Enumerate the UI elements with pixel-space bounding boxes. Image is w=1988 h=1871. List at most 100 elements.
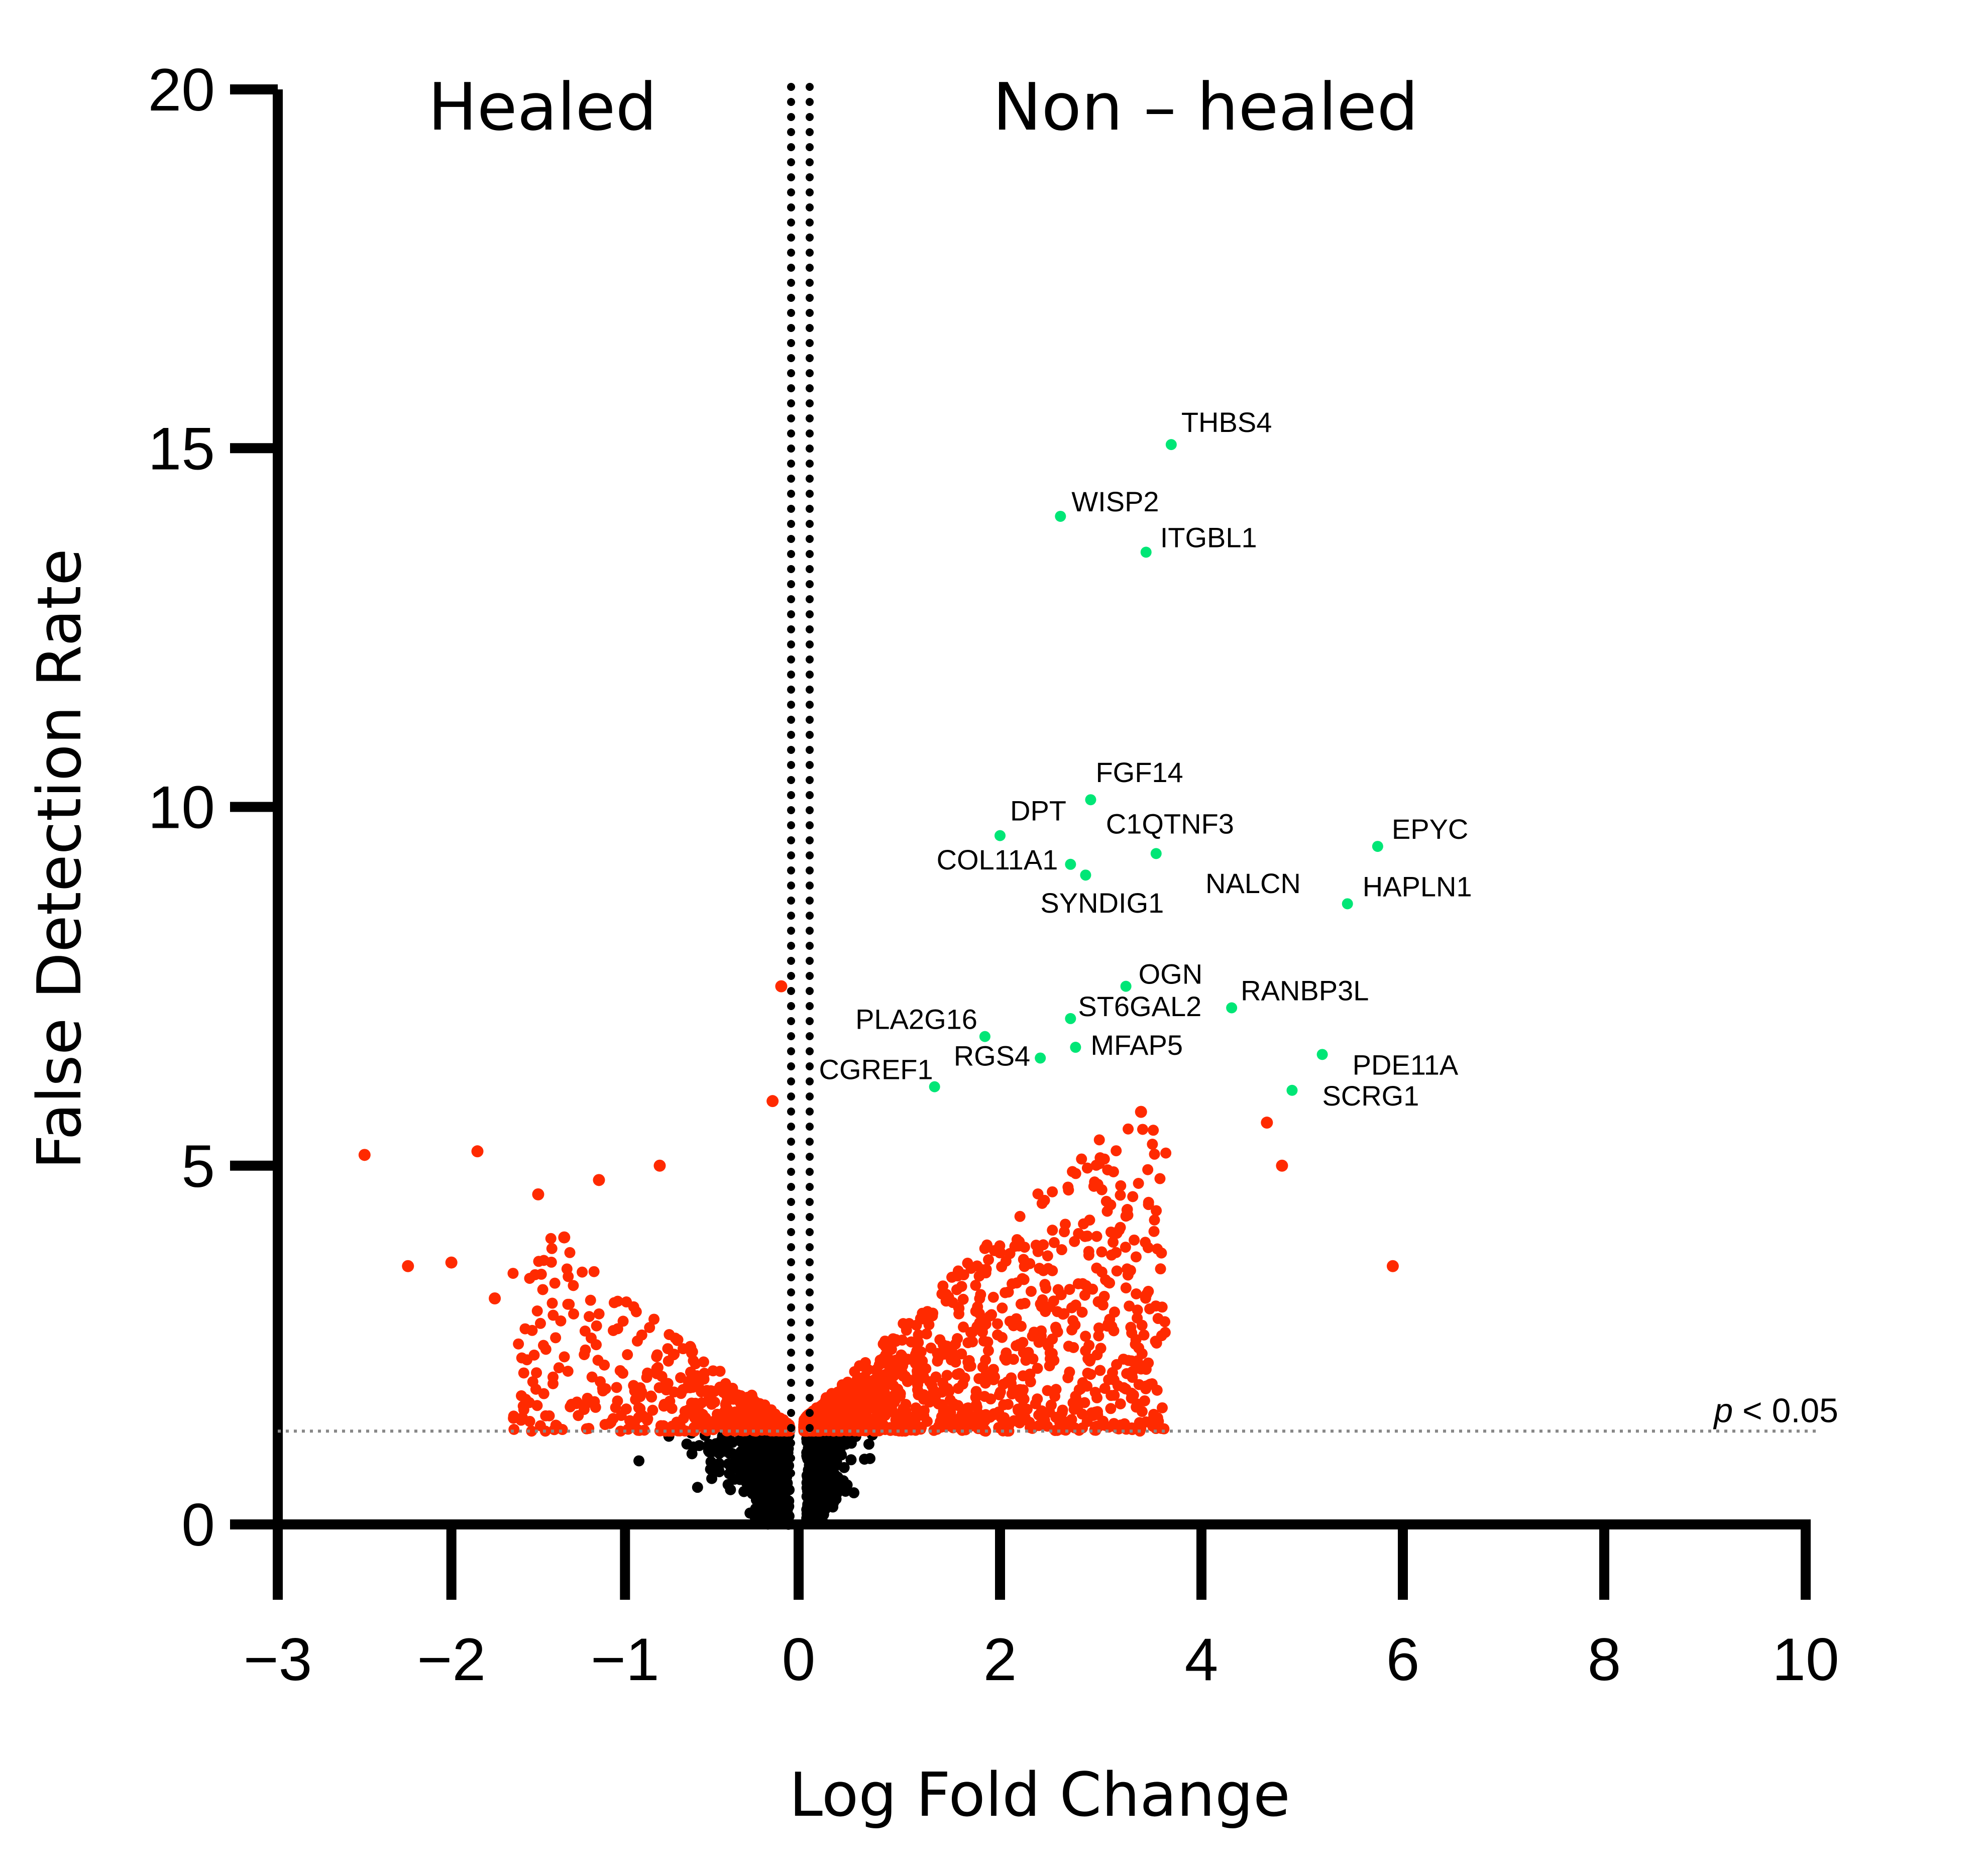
point-significant bbox=[1070, 1299, 1081, 1311]
point-significant bbox=[1108, 1374, 1120, 1386]
point-significant bbox=[656, 1371, 668, 1382]
point-significant bbox=[1050, 1384, 1062, 1395]
point-significant bbox=[1148, 1226, 1160, 1237]
point-significant bbox=[568, 1308, 580, 1319]
point-not-significant bbox=[757, 1457, 768, 1469]
point-significant bbox=[686, 1425, 698, 1437]
point-significant bbox=[1094, 1365, 1106, 1376]
point-significant bbox=[621, 1296, 632, 1308]
point-not-significant bbox=[863, 1439, 874, 1450]
point-significant bbox=[1063, 1184, 1074, 1196]
point-significant bbox=[690, 1358, 701, 1370]
point-not-significant bbox=[692, 1482, 703, 1493]
point-significant bbox=[1154, 1173, 1166, 1184]
point-significant bbox=[834, 1396, 845, 1407]
gene-label-thbs4: THBS4 bbox=[1181, 406, 1272, 438]
point-significant bbox=[943, 1410, 954, 1421]
point-significant bbox=[1115, 1180, 1127, 1191]
point-significant bbox=[1091, 1231, 1102, 1242]
point-significant bbox=[962, 1402, 974, 1414]
point-significant bbox=[951, 1369, 963, 1380]
point-significant bbox=[985, 1393, 997, 1405]
point-significant bbox=[720, 1399, 731, 1410]
point-highlighted-dpt bbox=[995, 830, 1006, 841]
point-significant bbox=[1069, 1422, 1080, 1434]
point-significant bbox=[1095, 1343, 1107, 1354]
point-significant-outlier bbox=[775, 980, 788, 993]
point-significant bbox=[928, 1424, 940, 1436]
point-significant bbox=[1076, 1153, 1087, 1165]
point-significant bbox=[1108, 1237, 1119, 1248]
point-significant bbox=[562, 1298, 574, 1310]
point-significant bbox=[1150, 1300, 1162, 1312]
y-axis-title: False Detection Rate bbox=[25, 548, 95, 1169]
point-significant bbox=[508, 1423, 520, 1435]
point-significant bbox=[1093, 1158, 1105, 1169]
point-significant bbox=[877, 1352, 889, 1364]
point-significant bbox=[1126, 1327, 1138, 1339]
point-not-significant bbox=[706, 1473, 718, 1484]
point-significant bbox=[617, 1367, 629, 1379]
point-significant bbox=[1123, 1123, 1134, 1135]
gene-label-nalcn: NALCN bbox=[1205, 867, 1301, 899]
point-significant bbox=[947, 1422, 959, 1434]
gene-label-hapln1: HAPLN1 bbox=[1363, 870, 1472, 902]
point-significant bbox=[1069, 1236, 1080, 1247]
point-significant-outlier bbox=[1276, 1159, 1288, 1172]
point-significant bbox=[915, 1346, 927, 1358]
point-significant bbox=[1055, 1289, 1067, 1300]
point-significant bbox=[1049, 1424, 1061, 1436]
point-highlighted-col11a1 bbox=[1065, 858, 1076, 870]
point-significant bbox=[1155, 1263, 1166, 1275]
point-significant bbox=[977, 1418, 989, 1429]
point-significant bbox=[877, 1338, 889, 1350]
point-significant-outlier bbox=[558, 1231, 571, 1244]
x-tick-label: 6 bbox=[1386, 1626, 1420, 1693]
point-significant bbox=[519, 1323, 531, 1335]
point-significant bbox=[1011, 1277, 1023, 1289]
point-significant bbox=[1105, 1199, 1117, 1210]
point-significant-outlier bbox=[532, 1188, 544, 1200]
point-significant-outlier bbox=[471, 1145, 484, 1158]
point-significant bbox=[622, 1349, 633, 1361]
point-significant bbox=[1025, 1376, 1036, 1388]
point-not-significant bbox=[827, 1501, 839, 1513]
point-not-significant bbox=[845, 1454, 857, 1466]
point-not-significant bbox=[724, 1436, 735, 1448]
point-significant bbox=[1069, 1319, 1081, 1331]
gene-label-dpt: DPT bbox=[1010, 795, 1066, 827]
gene-label-col11a1: COL11A1 bbox=[937, 844, 1058, 875]
point-significant bbox=[564, 1247, 576, 1258]
point-significant bbox=[648, 1313, 660, 1325]
point-significant bbox=[1018, 1347, 1029, 1359]
point-significant bbox=[553, 1362, 565, 1374]
point-significant bbox=[531, 1305, 543, 1317]
x-tick-label: 4 bbox=[1185, 1626, 1219, 1693]
gene-label-mfap5: MFAP5 bbox=[1090, 1029, 1183, 1061]
point-not-significant bbox=[836, 1435, 847, 1447]
x-tick-label: −2 bbox=[417, 1626, 486, 1693]
point-significant bbox=[988, 1364, 1000, 1375]
point-significant bbox=[693, 1379, 704, 1391]
point-significant bbox=[1096, 1184, 1108, 1195]
point-significant bbox=[672, 1334, 684, 1346]
point-significant bbox=[534, 1317, 546, 1329]
point-not-significant bbox=[803, 1504, 815, 1516]
point-significant bbox=[942, 1383, 953, 1394]
point-not-significant bbox=[766, 1476, 778, 1488]
point-significant bbox=[669, 1349, 680, 1360]
point-highlighted-cgref1 bbox=[929, 1081, 940, 1092]
point-significant bbox=[1040, 1282, 1052, 1294]
x-tick-label: 2 bbox=[983, 1626, 1017, 1693]
point-significant bbox=[1143, 1196, 1154, 1208]
point-significant bbox=[664, 1329, 675, 1341]
y-tick-label: 0 bbox=[181, 1491, 215, 1559]
x-tick-label: 0 bbox=[782, 1626, 816, 1693]
y-tick-label: 10 bbox=[148, 774, 215, 841]
point-significant bbox=[1032, 1393, 1043, 1405]
point-significant bbox=[1015, 1320, 1027, 1332]
point-significant bbox=[1132, 1312, 1143, 1324]
point-significant bbox=[547, 1378, 559, 1389]
point-highlighted-rgs4 bbox=[1035, 1052, 1046, 1064]
point-significant bbox=[658, 1400, 670, 1412]
